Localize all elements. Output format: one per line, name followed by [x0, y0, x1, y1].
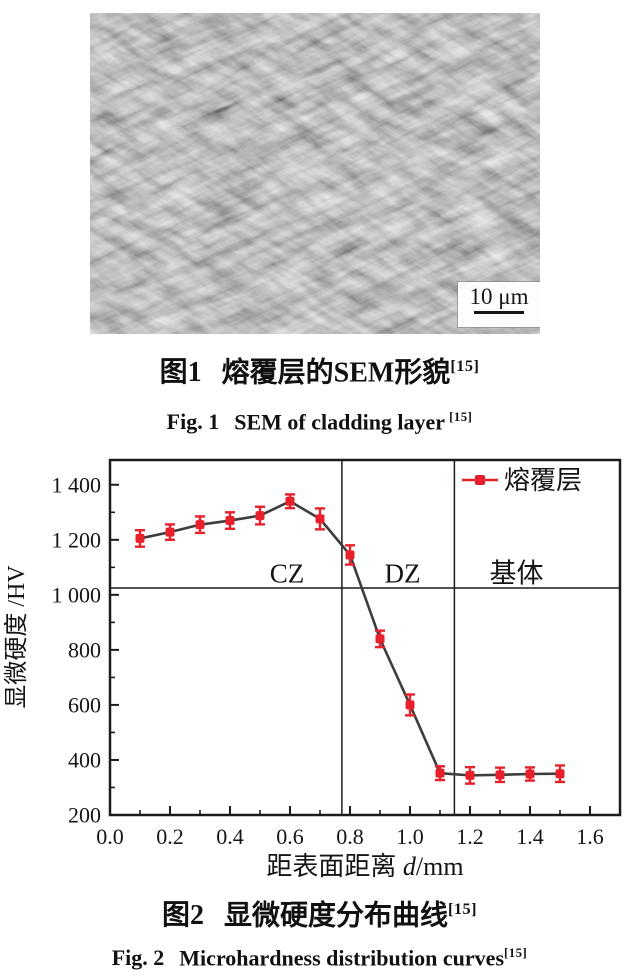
data-point-marker — [525, 769, 535, 779]
data-point-marker — [285, 496, 295, 506]
figure1-title-en: SEM of cladding layer — [234, 409, 446, 435]
data-point-marker — [555, 769, 565, 779]
x-tick-label: 0.6 — [276, 824, 304, 849]
x-tick-label: 0.0 — [96, 824, 124, 849]
figure2-number-en: Fig. 2 — [111, 945, 165, 971]
y-tick-label: 1 200 — [52, 528, 102, 553]
legend-label: 熔覆层 — [504, 466, 582, 495]
y-axis-title: 显微硬度 /HV — [3, 565, 30, 709]
figure2-title-zh: 显微硬度分布曲线 — [223, 900, 448, 932]
y-tick-label: 200 — [68, 803, 101, 828]
y-tick-label: 600 — [68, 693, 101, 718]
figure1-caption-zh: 图1 熔覆层的SEM形貌[15] — [0, 348, 639, 391]
plot-border — [108, 458, 622, 817]
scale-bar: 10 μm — [458, 282, 540, 327]
chart-svg: 0.0 0.2 0.4 0.6 0.8 1.0 1.2 1.4 1.6 200 400 600 800 1… — [3, 458, 622, 881]
data-point-marker — [315, 514, 325, 524]
figure1-caption-en: Fig. 1 SEM of cladding layer [15] — [0, 402, 639, 437]
scale-bar-label: 10 μm — [469, 284, 529, 309]
data-point-marker — [405, 700, 415, 710]
figure2-caption-en: Fig. 2 Microhardness distribution curves[… — [0, 938, 639, 973]
data-point-marker — [375, 634, 385, 644]
figure1-number-zh: 图1 — [159, 357, 202, 389]
x-tick-label: 1.0 — [396, 824, 424, 849]
data-point-marker — [495, 770, 505, 780]
y-tick-label: 1 000 — [52, 583, 102, 608]
data-point-marker — [435, 768, 445, 778]
legend-marker — [475, 475, 485, 485]
x-tick-label: 0.4 — [216, 824, 244, 849]
zone-label-DZ: DZ — [385, 558, 421, 588]
x-tick-label: 1.2 — [456, 824, 484, 849]
data-point-marker — [225, 516, 235, 526]
zone-label-CZ: CZ — [270, 558, 305, 588]
sem-micrograph: 10 μm — [90, 13, 540, 334]
figure2-number-zh: 图2 — [161, 900, 204, 932]
x-tick-label: 0.8 — [336, 824, 364, 849]
microhardness-chart: 0.0 0.2 0.4 0.6 0.8 1.0 1.2 1.4 1.6 200 400 600 800 1… — [0, 445, 639, 885]
y-tick-label: 1 400 — [52, 472, 102, 497]
data-point-marker — [165, 527, 175, 537]
citation-ref: [15] — [447, 900, 478, 918]
y-tick-label: 800 — [68, 638, 101, 663]
figure2-caption-zh: 图2 显微硬度分布曲线[15] — [0, 891, 639, 934]
figure1-title-zh: 熔覆层的SEM形貌 — [221, 357, 451, 389]
data-point-marker — [345, 550, 355, 560]
x-tick-label: 0.2 — [156, 824, 184, 849]
x-tick-label: 1.4 — [516, 824, 544, 849]
data-point-marker — [195, 520, 205, 530]
data-point-marker — [255, 511, 265, 521]
zone-label-基体: 基体 — [490, 558, 544, 588]
series-line — [139, 499, 561, 777]
citation-ref: [15] — [504, 946, 528, 960]
x-axis-title: 距表面距离 d/mm — [266, 852, 463, 881]
scale-bar-line — [474, 311, 524, 314]
y-tick-label: 400 — [68, 748, 101, 773]
citation-ref: [15] — [450, 357, 480, 375]
data-point-marker — [465, 770, 475, 780]
figure2-title-en: Microhardness distribution curves — [179, 945, 505, 971]
figure1-number-en: Fig. 1 — [166, 409, 220, 435]
citation-ref: [15] — [449, 410, 473, 424]
data-point-marker — [135, 533, 145, 543]
x-tick-label: 1.6 — [576, 824, 604, 849]
sem-texture-svg — [90, 13, 540, 334]
